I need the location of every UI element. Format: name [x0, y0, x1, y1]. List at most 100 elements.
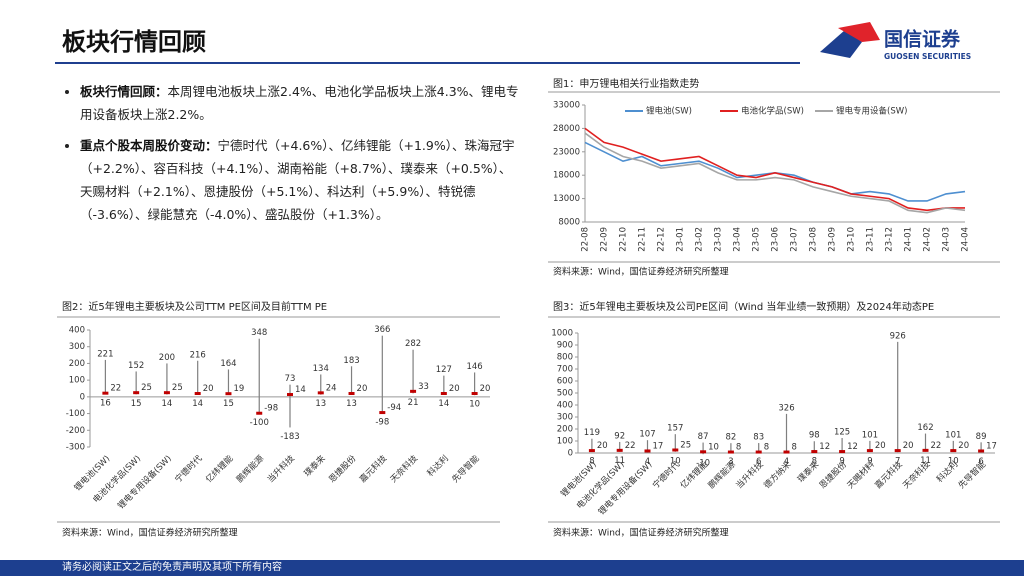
current-label: -94	[387, 403, 401, 413]
high-label: 152	[128, 361, 144, 371]
y-tick-label: 400	[557, 401, 573, 411]
high-label: 162	[917, 423, 933, 433]
low-label: -100	[250, 418, 269, 428]
high-label: 92	[614, 431, 625, 441]
x-tick-label: 先导智能	[450, 453, 482, 485]
low-label: 14	[192, 399, 203, 409]
current-marker	[894, 449, 901, 453]
low-label: 14	[162, 399, 173, 409]
x-tick-label: 24-02	[923, 227, 933, 252]
x-tick-label: 璞泰来	[795, 459, 821, 485]
chart-title: 图3：近5年锂电主要板块及公司PE区间（Wind 当年业绩一致预期）及2024年…	[553, 300, 934, 313]
y-tick-label: 100	[557, 437, 573, 447]
low-label: 21	[408, 398, 419, 408]
current-marker	[102, 391, 109, 395]
current-marker	[644, 449, 651, 453]
high-label: 127	[436, 365, 452, 375]
chart-source: 资料来源：Wind，国信证券经济研究所整理	[553, 527, 729, 539]
low-label: 11	[614, 456, 625, 466]
y-tick-label: 700	[557, 365, 573, 375]
current-label: 25	[172, 383, 183, 393]
high-label: 107	[639, 430, 655, 440]
y-tick-label: -300	[66, 443, 85, 453]
low-label: 6	[756, 457, 761, 467]
x-tick-label: 嘉元科技	[357, 453, 389, 485]
x-tick-label: 恩捷股份	[327, 453, 359, 485]
y-tick-label: 8000	[558, 218, 580, 228]
current-label: 12	[819, 442, 830, 452]
x-tick-label: 23-10	[847, 227, 857, 252]
x-tick-label: 24-03	[942, 227, 952, 252]
current-marker	[783, 450, 790, 454]
high-label: 164	[220, 359, 236, 369]
y-tick-label: 18000	[553, 171, 580, 181]
current-marker	[588, 449, 595, 453]
x-tick-label: 22-10	[619, 227, 629, 252]
low-label: 7	[895, 457, 900, 467]
current-marker	[672, 448, 679, 452]
low-label: 10	[469, 400, 480, 410]
x-tick-label: 22-11	[638, 227, 648, 252]
current-marker	[317, 391, 324, 395]
y-tick-label: 800	[557, 353, 573, 363]
y-tick-label: 0	[80, 392, 85, 402]
logo-text: 国信证券	[884, 28, 961, 51]
x-tick-label: 22-12	[657, 227, 667, 252]
current-marker	[700, 450, 707, 454]
series-line	[584, 127, 965, 212]
current-label: 22	[625, 441, 636, 451]
current-marker	[256, 411, 263, 415]
x-tick-label: 24-01	[904, 227, 914, 252]
current-marker	[616, 448, 623, 452]
y-tick-label: -100	[66, 409, 85, 419]
y-tick-label: 900	[557, 341, 573, 351]
bullet-label: 板块行情回顾：	[80, 84, 168, 99]
y-tick-label: 500	[557, 389, 573, 399]
x-tick-label: 恩捷股份	[817, 459, 849, 491]
high-label: 82	[725, 433, 736, 443]
y-tick-label: 600	[557, 377, 573, 387]
bullet-text: 本周锂电池板块上涨2.4%、电池化学品板块上涨4.3%、锂电专用设备板块上涨2.…	[80, 84, 519, 122]
y-tick-label: 33000	[553, 101, 580, 111]
high-label: 348	[251, 328, 267, 338]
logo-shape	[820, 30, 862, 58]
x-tick-label: 当升科技	[734, 459, 766, 491]
x-tick-label: 德方纳米	[762, 459, 794, 491]
x-tick-label: 当升科技	[265, 453, 297, 485]
low-label: 11	[920, 456, 931, 466]
current-marker	[471, 392, 478, 396]
x-tick-label: 23-04	[733, 227, 743, 252]
y-tick-label: 1000	[551, 329, 573, 339]
low-label: 4	[784, 457, 789, 467]
y-tick-label: 0	[568, 449, 573, 459]
high-label: 98	[809, 431, 820, 441]
current-marker	[194, 392, 201, 396]
current-marker	[922, 448, 929, 452]
high-label: 157	[667, 424, 683, 434]
x-tick-label: 23-03	[714, 227, 724, 252]
x-tick-label: 23-09	[828, 227, 838, 252]
chart-source: 资料来源：Wind，国信证券经济研究所整理	[553, 266, 729, 278]
bullet-text: 宁德时代（+4.6%）、亿纬锂能（+1.9%）、珠海冠宇（+2.2%）、容百科技…	[80, 138, 515, 222]
legend-label: 锂电池(SW)	[646, 106, 692, 117]
y-tick-label: 13000	[553, 194, 580, 204]
x-tick-label: 科达利	[425, 453, 451, 479]
current-label: 17	[653, 441, 664, 451]
x-tick-label: 23-11	[866, 227, 876, 252]
current-label: 8	[764, 443, 769, 453]
low-label: 13	[315, 399, 326, 409]
current-label: 33	[418, 382, 429, 392]
high-label: 366	[374, 325, 390, 335]
high-label: 926	[890, 331, 906, 341]
high-label: 183	[343, 356, 359, 366]
y-tick-label: -200	[66, 426, 85, 436]
high-label: 125	[834, 428, 850, 438]
low-label: -183	[280, 432, 299, 442]
current-label: 8	[792, 443, 797, 453]
current-marker	[839, 450, 846, 454]
high-label: 119	[584, 428, 600, 438]
x-tick-label: 先导智能	[956, 459, 988, 491]
y-tick-label: 300	[69, 342, 85, 352]
high-label: 326	[778, 403, 794, 413]
